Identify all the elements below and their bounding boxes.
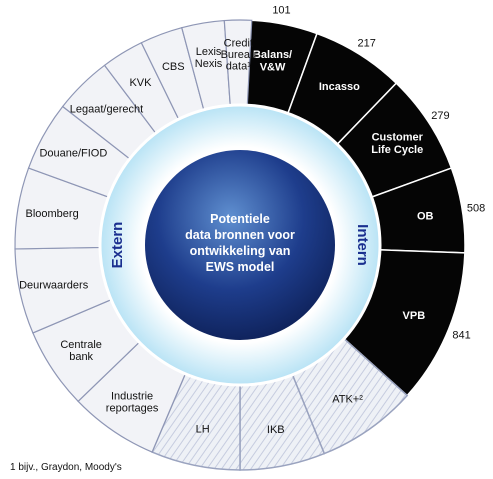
segment-label-line: IKB bbox=[267, 424, 285, 436]
center-title-line: data bronnen voor bbox=[185, 228, 295, 242]
segment-label-line: bank bbox=[69, 351, 93, 363]
segment-label: ATK+² bbox=[332, 393, 363, 405]
segment-count-clc: 279 bbox=[431, 110, 449, 122]
segment-label-line: KVK bbox=[129, 77, 152, 89]
segment-label-line: VPB bbox=[403, 310, 426, 322]
segment-label-line: Centrale bbox=[60, 339, 102, 351]
segment-label: Credit Bureau data¹ bbox=[221, 38, 256, 73]
segment-label: OB bbox=[417, 211, 434, 223]
segment-label: LH bbox=[196, 424, 210, 436]
segment-label: Legaat/gerecht bbox=[70, 104, 143, 116]
segment-label-line: Lexis bbox=[196, 46, 222, 58]
center-title-line: Potentiele bbox=[210, 212, 270, 226]
segment-count-balans: 101 bbox=[272, 5, 290, 17]
segment-label-line: V&W bbox=[260, 62, 286, 74]
center-title-line: EWS model bbox=[206, 260, 275, 274]
segment-label: Deurwaarders bbox=[19, 279, 89, 291]
segment-label: IKB bbox=[267, 424, 285, 436]
segment-label: Balans/V&W bbox=[253, 49, 292, 74]
segment-label: Customer Life Cycle bbox=[371, 131, 423, 156]
footnote: 1 bijv., Graydon, Moody's bbox=[10, 462, 122, 473]
segment-count-incasso: 217 bbox=[357, 37, 375, 49]
segment-label: Centrale bank bbox=[60, 339, 102, 363]
segment-label-line: Deurwaarders bbox=[19, 279, 89, 291]
segment-label-line: Nexis bbox=[195, 58, 223, 70]
segment-labels: Balans/V&W 101 Incasso 217 Customer Life Cycl… bbox=[19, 5, 485, 436]
extern-label: Extern bbox=[109, 222, 126, 269]
segment-label-line: Douane/FIOD bbox=[39, 147, 107, 159]
segment-label-line: Customer bbox=[372, 131, 424, 143]
segment-label: Lexis Nexis bbox=[195, 46, 223, 70]
intern-label: Intern bbox=[354, 224, 371, 266]
segment-label-line: Bureau bbox=[221, 49, 256, 61]
segment-label: Douane/FIOD bbox=[39, 147, 107, 159]
segment-label-line: Balans/ bbox=[253, 49, 292, 61]
segment-label-line: OB bbox=[417, 211, 434, 223]
segment-label-line: Incasso bbox=[319, 81, 360, 93]
segment-label-line: data¹ bbox=[226, 61, 251, 73]
segment-label: Industrie reportages bbox=[106, 391, 159, 415]
segment-label: Incasso bbox=[319, 81, 360, 93]
segment-label: VPB bbox=[403, 310, 426, 322]
segment-label: KVK bbox=[129, 77, 152, 89]
segment-label-line: CBS bbox=[162, 61, 185, 73]
segment-count-ob: 508 bbox=[467, 203, 485, 215]
segment-label-line: Bloomberg bbox=[26, 208, 79, 220]
segment-label: CBS bbox=[162, 61, 185, 73]
segment-label-line: Legaat/gerecht bbox=[70, 104, 143, 116]
segment-label-line: LH bbox=[196, 424, 210, 436]
segment-label-line: ATK+² bbox=[332, 393, 363, 405]
center-title-line: ontwikkeling van bbox=[190, 244, 291, 258]
segment-label: Bloomberg bbox=[26, 208, 79, 220]
segment-label-line: Life Cycle bbox=[371, 144, 423, 156]
center-sphere bbox=[145, 150, 335, 340]
segment-label-line: Industrie bbox=[111, 391, 153, 403]
inner-ring: Extern Intern Potentiele data bronnen voor o… bbox=[98, 103, 382, 387]
segment-label-line: reportages bbox=[106, 403, 159, 415]
segment-label-line: Credit bbox=[224, 38, 253, 50]
segment-count-vpb: 841 bbox=[452, 330, 470, 342]
